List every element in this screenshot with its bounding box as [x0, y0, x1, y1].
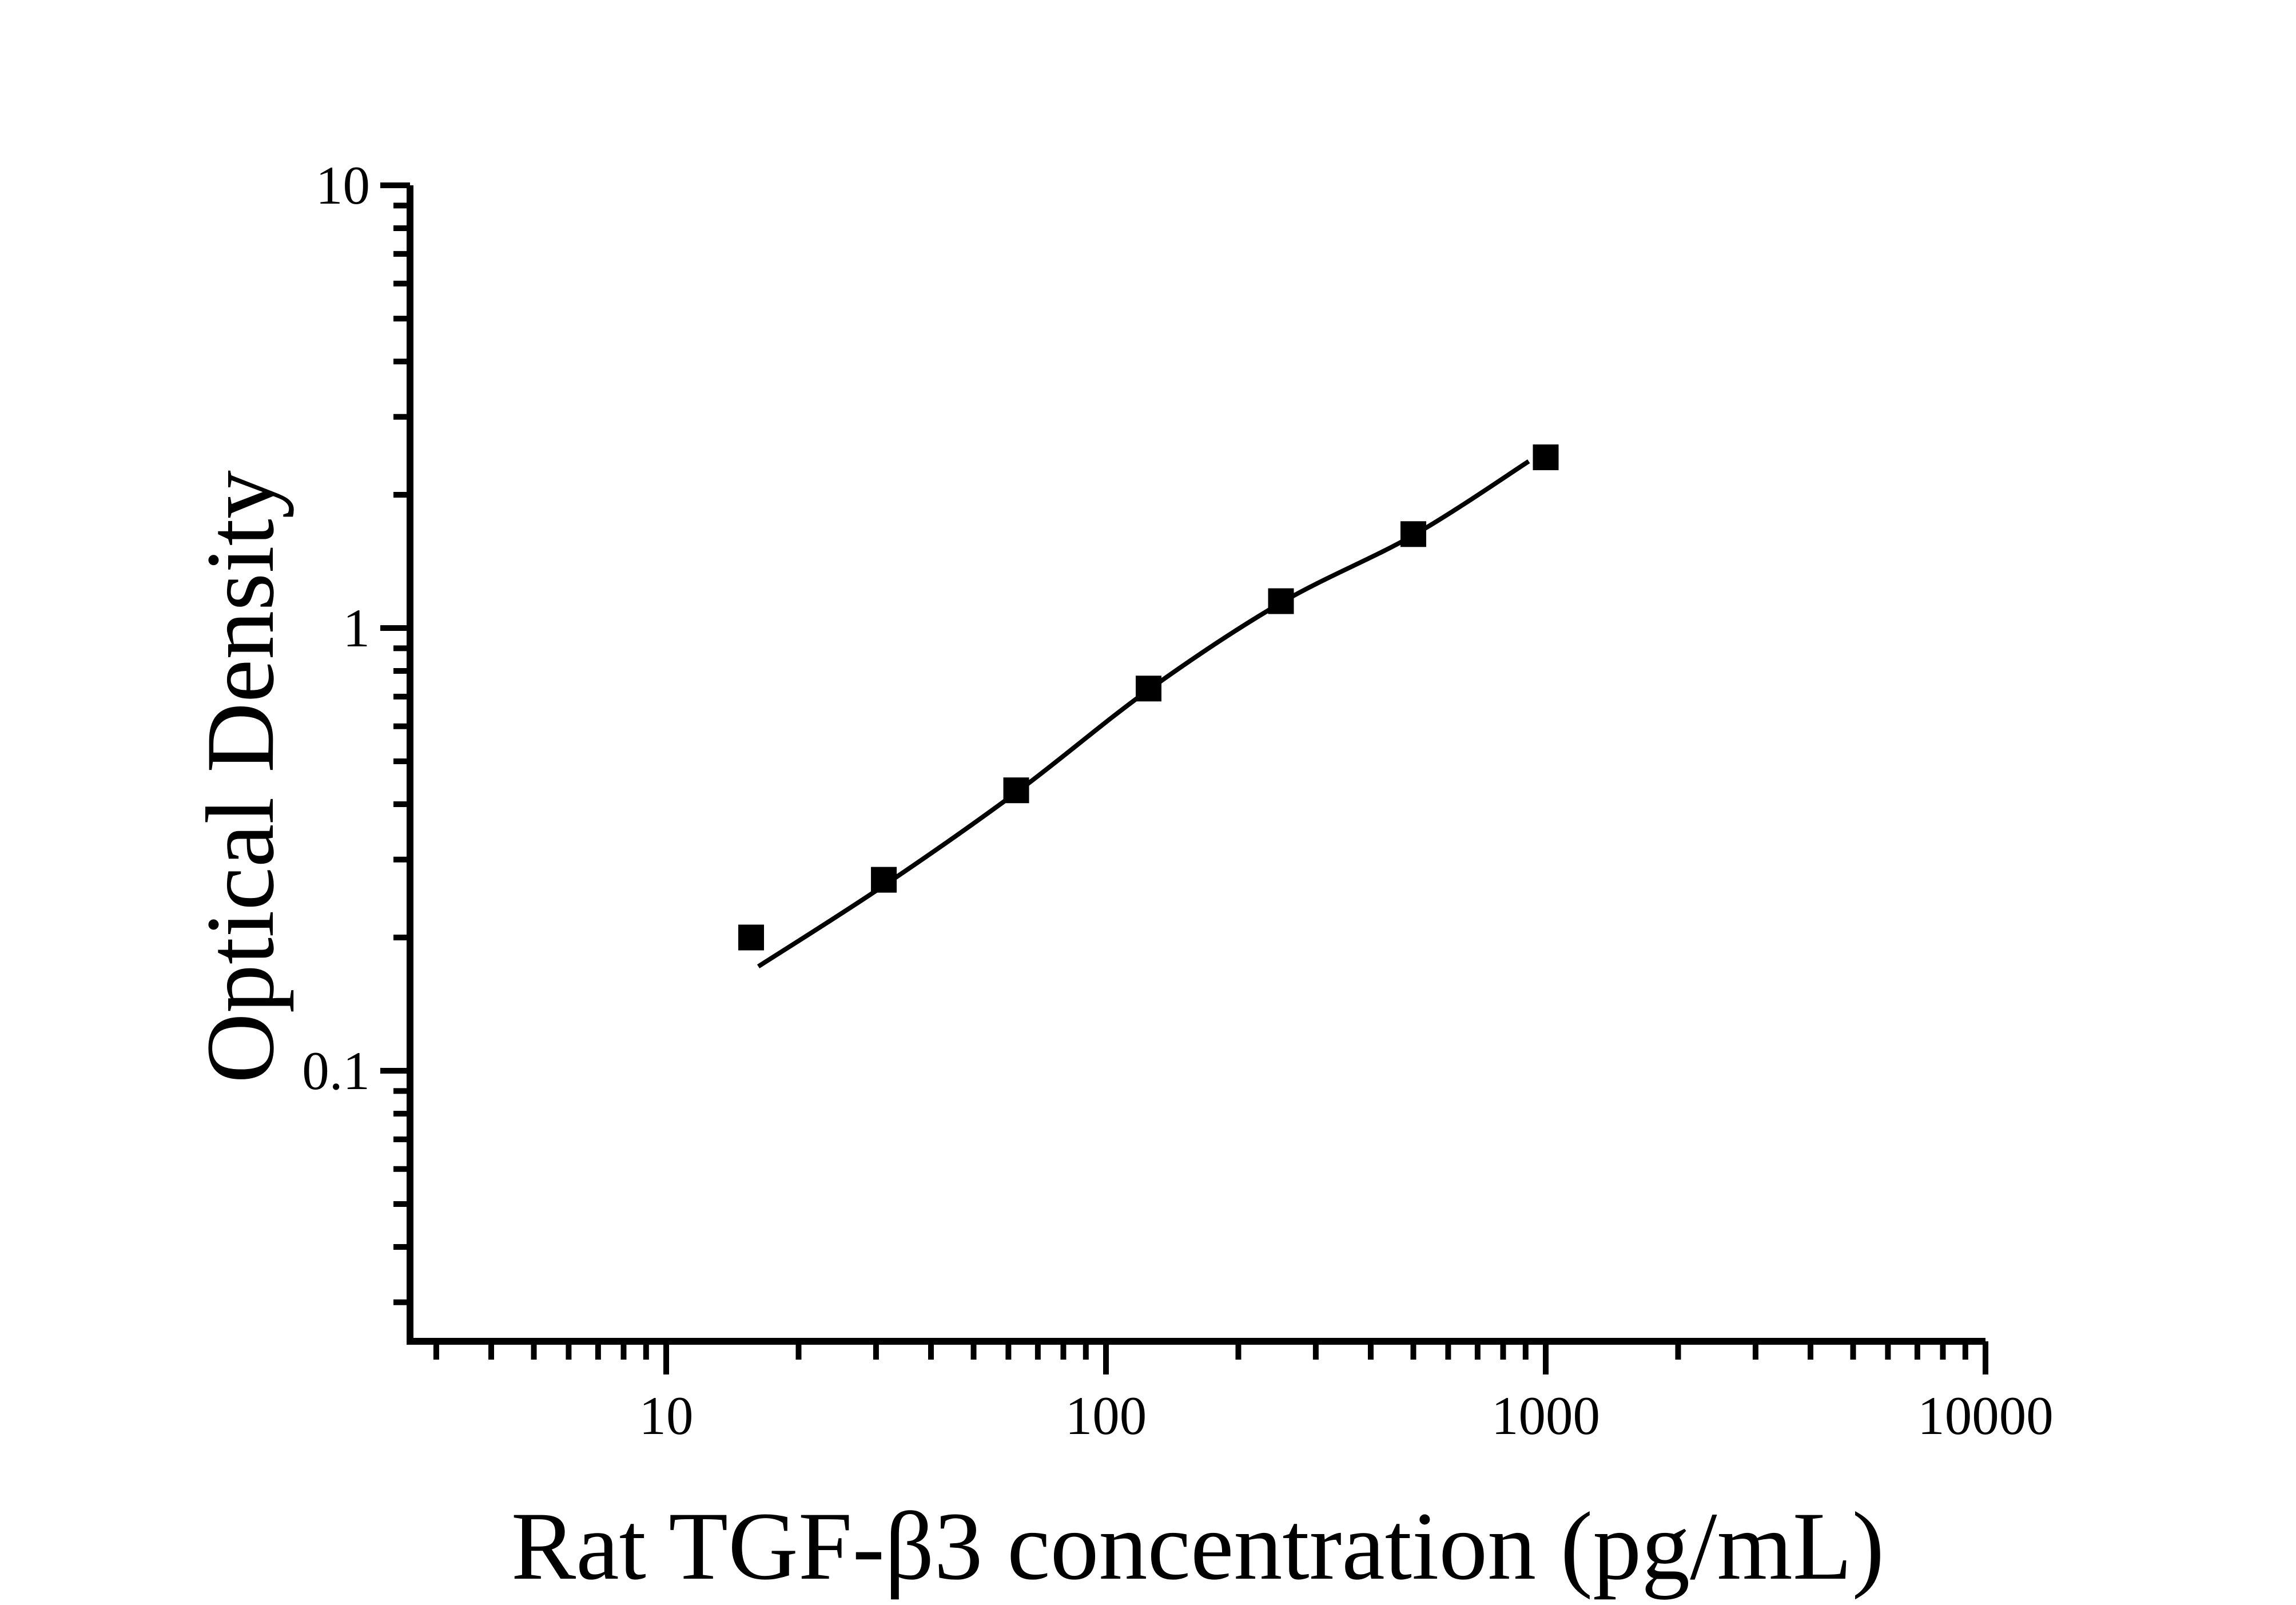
- data-point-square: [1533, 444, 1559, 471]
- x-tick-label: 10: [639, 1385, 694, 1446]
- data-point-square: [871, 867, 897, 893]
- data-point-square: [738, 924, 765, 951]
- data-point-square: [1136, 676, 1162, 702]
- x-tick-label: 10000: [1917, 1385, 2054, 1446]
- x-axis-title: Rat TGF-β3 concentration (pg/mL): [511, 1492, 1885, 1600]
- data-point-square: [1268, 588, 1294, 614]
- y-tick-label: 0.1: [302, 1040, 370, 1101]
- x-tick-label: 1000: [1491, 1385, 1600, 1446]
- data-point-square: [1003, 777, 1029, 804]
- y-tick-label: 1: [343, 598, 371, 658]
- data-point-square: [1400, 521, 1427, 547]
- y-tick-label: 10: [316, 155, 370, 216]
- y-axis-title: Optical Density: [186, 470, 294, 1083]
- x-tick-label: 100: [1065, 1385, 1147, 1446]
